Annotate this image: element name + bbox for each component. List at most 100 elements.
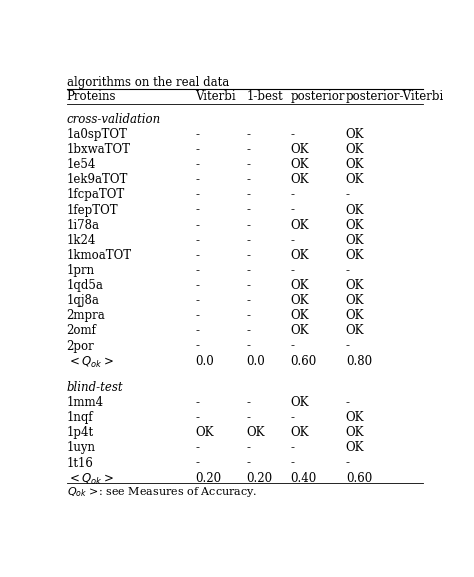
Text: OK: OK bbox=[346, 143, 365, 156]
Text: -: - bbox=[291, 441, 295, 455]
Text: OK: OK bbox=[291, 219, 309, 231]
Text: -: - bbox=[291, 411, 295, 424]
Text: OK: OK bbox=[346, 426, 365, 439]
Text: -: - bbox=[195, 309, 199, 323]
Text: OK: OK bbox=[346, 219, 365, 231]
Text: OK: OK bbox=[346, 441, 365, 455]
Text: OK: OK bbox=[291, 173, 309, 186]
Text: -: - bbox=[246, 411, 251, 424]
Text: -: - bbox=[246, 309, 251, 323]
Text: 0.20: 0.20 bbox=[195, 471, 221, 485]
Text: 1nqf: 1nqf bbox=[66, 411, 93, 424]
Text: OK: OK bbox=[346, 309, 365, 323]
Text: 0.60: 0.60 bbox=[346, 471, 372, 485]
Text: OK: OK bbox=[246, 426, 265, 439]
Text: OK: OK bbox=[346, 173, 365, 186]
Text: -: - bbox=[291, 189, 295, 201]
Text: 1kmoaTOT: 1kmoaTOT bbox=[66, 249, 132, 262]
Text: OK: OK bbox=[291, 143, 309, 156]
Text: -: - bbox=[195, 173, 199, 186]
Text: -: - bbox=[246, 219, 251, 231]
Text: 1fcpaTOT: 1fcpaTOT bbox=[66, 189, 125, 201]
Text: 0.20: 0.20 bbox=[246, 471, 273, 485]
Text: -: - bbox=[195, 324, 199, 338]
Text: OK: OK bbox=[346, 234, 365, 247]
Text: 2omf: 2omf bbox=[66, 324, 97, 338]
Text: OK: OK bbox=[346, 411, 365, 424]
Text: -: - bbox=[246, 264, 251, 277]
Text: -: - bbox=[246, 143, 251, 156]
Text: OK: OK bbox=[291, 279, 309, 292]
Text: 1p4t: 1p4t bbox=[66, 426, 94, 439]
Text: posterior: posterior bbox=[291, 90, 345, 103]
Text: -: - bbox=[246, 441, 251, 455]
Text: OK: OK bbox=[291, 158, 309, 171]
Text: 1qd5a: 1qd5a bbox=[66, 279, 103, 292]
Text: -: - bbox=[246, 279, 251, 292]
Text: OK: OK bbox=[346, 294, 365, 307]
Text: 0.80: 0.80 bbox=[346, 355, 372, 368]
Text: $Q_{ok}$ >: see Measures of Accuracy.: $Q_{ok}$ >: see Measures of Accuracy. bbox=[66, 485, 257, 499]
Text: -: - bbox=[195, 158, 199, 171]
Text: 0.0: 0.0 bbox=[195, 355, 214, 368]
Text: -: - bbox=[346, 264, 350, 277]
Text: -: - bbox=[291, 204, 295, 216]
Text: 1a0spTOT: 1a0spTOT bbox=[66, 128, 128, 141]
Text: 1i78a: 1i78a bbox=[66, 219, 100, 231]
Text: -: - bbox=[291, 264, 295, 277]
Text: OK: OK bbox=[291, 426, 309, 439]
Text: OK: OK bbox=[346, 204, 365, 216]
Text: $< Q_{ok} >$: $< Q_{ok} >$ bbox=[66, 355, 113, 370]
Text: 0.40: 0.40 bbox=[291, 471, 317, 485]
Text: -: - bbox=[195, 456, 199, 470]
Text: -: - bbox=[246, 189, 251, 201]
Text: OK: OK bbox=[291, 309, 309, 323]
Text: blind-test: blind-test bbox=[66, 381, 123, 394]
Text: -: - bbox=[195, 441, 199, 455]
Text: OK: OK bbox=[291, 249, 309, 262]
Text: 1uyn: 1uyn bbox=[66, 441, 96, 455]
Text: -: - bbox=[195, 396, 199, 409]
Text: 2mpra: 2mpra bbox=[66, 309, 105, 323]
Text: OK: OK bbox=[291, 324, 309, 338]
Text: 2por: 2por bbox=[66, 339, 94, 353]
Text: OK: OK bbox=[346, 128, 365, 141]
Text: 0.0: 0.0 bbox=[246, 355, 265, 368]
Text: -: - bbox=[246, 339, 251, 353]
Text: cross-validation: cross-validation bbox=[66, 113, 161, 126]
Text: OK: OK bbox=[195, 426, 214, 439]
Text: -: - bbox=[195, 411, 199, 424]
Text: -: - bbox=[346, 456, 350, 470]
Text: -: - bbox=[346, 339, 350, 353]
Text: -: - bbox=[195, 294, 199, 307]
Text: posterior-Viterbi: posterior-Viterbi bbox=[346, 90, 444, 103]
Text: 1prn: 1prn bbox=[66, 264, 95, 277]
Text: OK: OK bbox=[291, 396, 309, 409]
Text: algorithms on the real data: algorithms on the real data bbox=[66, 76, 229, 89]
Text: -: - bbox=[291, 456, 295, 470]
Text: -: - bbox=[195, 204, 199, 216]
Text: OK: OK bbox=[346, 279, 365, 292]
Text: OK: OK bbox=[346, 324, 365, 338]
Text: -: - bbox=[246, 173, 251, 186]
Text: -: - bbox=[291, 339, 295, 353]
Text: -: - bbox=[246, 158, 251, 171]
Text: -: - bbox=[246, 324, 251, 338]
Text: OK: OK bbox=[346, 158, 365, 171]
Text: -: - bbox=[291, 234, 295, 247]
Text: -: - bbox=[195, 189, 199, 201]
Text: 1t16: 1t16 bbox=[66, 456, 93, 470]
Text: 1-best: 1-best bbox=[246, 90, 283, 103]
Text: -: - bbox=[291, 128, 295, 141]
Text: 1qj8a: 1qj8a bbox=[66, 294, 100, 307]
Text: -: - bbox=[246, 396, 251, 409]
Text: 0.60: 0.60 bbox=[291, 355, 317, 368]
Text: OK: OK bbox=[291, 294, 309, 307]
Text: -: - bbox=[346, 396, 350, 409]
Text: -: - bbox=[195, 339, 199, 353]
Text: 1mm4: 1mm4 bbox=[66, 396, 104, 409]
Text: -: - bbox=[195, 279, 199, 292]
Text: -: - bbox=[246, 456, 251, 470]
Text: -: - bbox=[246, 128, 251, 141]
Text: OK: OK bbox=[346, 249, 365, 262]
